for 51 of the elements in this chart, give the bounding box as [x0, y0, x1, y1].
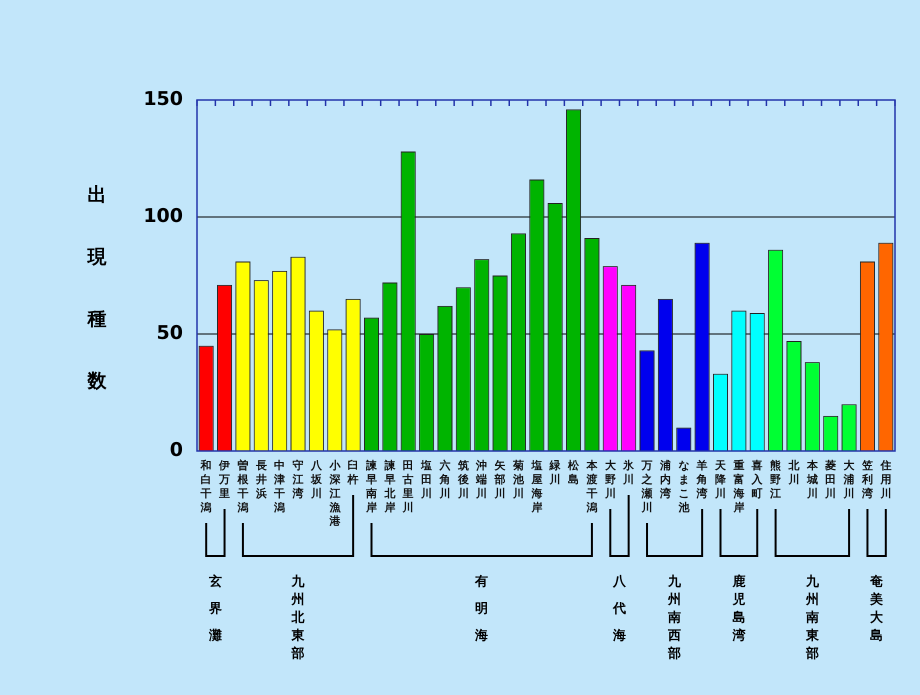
text: 鹿児島湾 — [731, 573, 746, 644]
y-tick-label: 150 — [143, 88, 183, 110]
text: 玄界灘 — [208, 573, 222, 644]
x-tick-label: 矢部川 — [494, 458, 507, 500]
y-tick-label: 50 — [156, 322, 183, 344]
x-tick-label: 八坂川 — [310, 458, 323, 500]
text: 九州南西部 — [667, 574, 682, 662]
x-tick-label: 浦内湾 — [658, 458, 672, 500]
x-tick-label: 本城川 — [806, 458, 819, 500]
text: 奄美大島 — [869, 574, 884, 644]
text: 有明海 — [474, 574, 488, 644]
x-tick-label: 松島 — [567, 458, 580, 486]
x-tick-label: 菊池川 — [512, 458, 525, 500]
x-tick-label: 筑後川 — [456, 458, 469, 500]
x-tick-label: なまこ池 — [677, 458, 690, 514]
x-tick-label: 小深江漁港 — [328, 458, 342, 528]
x-tick-label: 諫早南岸 — [365, 458, 378, 514]
x-tick-label: 長井浜 — [254, 458, 267, 500]
x-tick-label: 沖端川 — [475, 458, 488, 500]
x-tick-label: 天降川 — [714, 458, 727, 500]
x-tick-label: 臼杵 — [346, 458, 359, 486]
y-tick-label: 0 — [170, 438, 183, 461]
x-tick-label: 北川 — [787, 458, 800, 486]
x-tick-label: 熊野江 — [769, 458, 782, 500]
x-tick-label: 諫早北岸 — [383, 458, 396, 514]
x-tick-label: 塩屋海岸 — [530, 458, 542, 514]
x-tick-label: 曽根干潟 — [236, 458, 250, 514]
x-tick-label: 田古里川 — [402, 458, 414, 514]
x-tick-label: 羊角湾 — [696, 458, 709, 500]
x-tick-label: 喜入町 — [750, 458, 764, 500]
x-tick-label: 中津干潟 — [273, 458, 286, 514]
x-tick-label: 緑川 — [548, 458, 562, 486]
x-tick-label: 守江湾 — [292, 458, 305, 500]
text: 九州南東部 — [804, 574, 820, 662]
x-tick-label: 氷川 — [622, 458, 636, 486]
x-tick-label: 塩田川 — [420, 458, 432, 500]
y-tick-label: 100 — [143, 204, 183, 227]
x-tick-label: 重富海岸 — [732, 458, 744, 514]
x-tick-label: 菱田川 — [824, 458, 836, 500]
text: 九州北東部 — [290, 574, 306, 662]
x-tick-label: 万之瀬川 — [640, 458, 653, 514]
x-tick-label: 笠利湾 — [860, 458, 874, 500]
x-tick-label: 大浦川 — [842, 458, 856, 500]
text: 出現種数 — [88, 184, 106, 392]
x-tick-label: 本渡干潟 — [585, 458, 598, 514]
x-tick-label: 住用川 — [879, 458, 892, 500]
x-tick-label: 和白干潟 — [200, 458, 212, 514]
x-tick-label: 大野川 — [604, 458, 617, 500]
x-tick-label: 伊万里 — [218, 458, 230, 500]
text: 八代海 — [612, 574, 627, 644]
x-tick-label: 六角川 — [438, 458, 450, 500]
